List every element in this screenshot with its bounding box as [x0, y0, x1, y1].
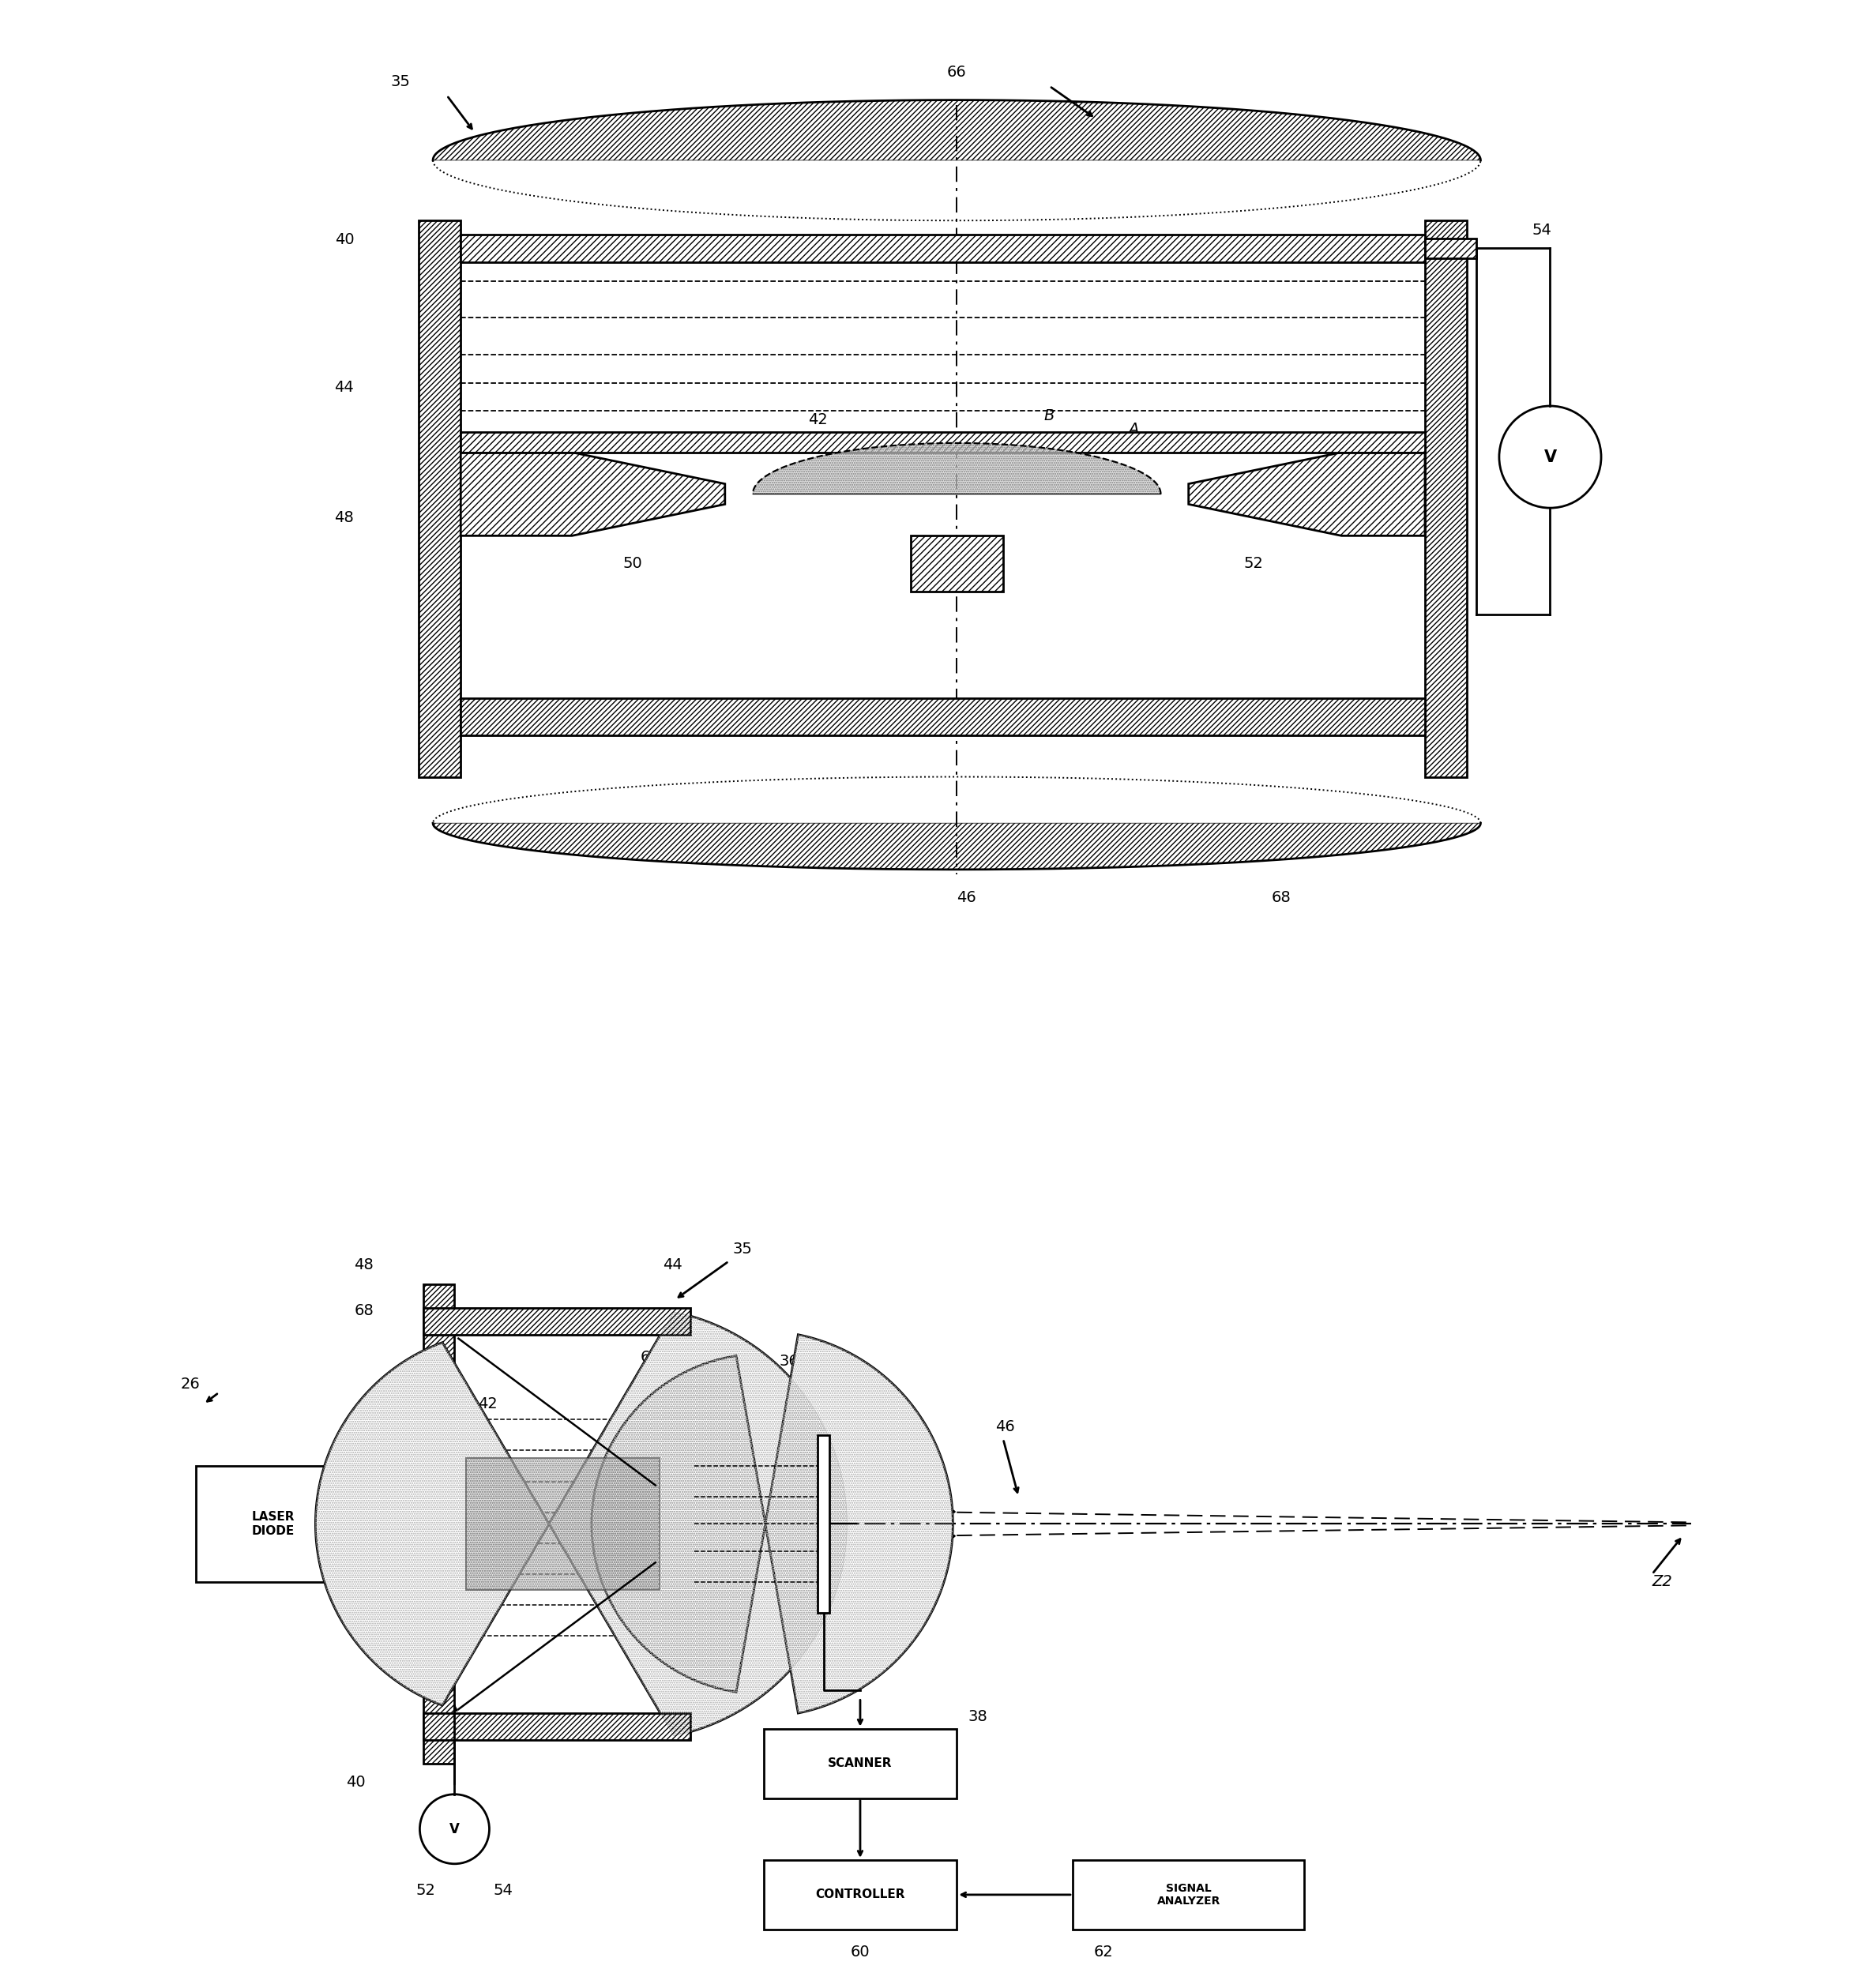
Bar — [910, 535, 1004, 590]
Text: SIGNAL
ANALYZER: SIGNAL ANALYZER — [1157, 1883, 1219, 1906]
Bar — [418, 221, 461, 777]
Bar — [424, 1714, 690, 1740]
Text: 40: 40 — [334, 233, 355, 247]
Text: 26: 26 — [180, 1378, 201, 1392]
Text: 52: 52 — [1244, 557, 1263, 571]
Text: 46: 46 — [957, 891, 976, 905]
Text: V: V — [450, 1821, 460, 1837]
Polygon shape — [1189, 453, 1426, 535]
Text: 44: 44 — [662, 1256, 683, 1272]
Bar — [910, 535, 1004, 590]
Text: 35: 35 — [390, 74, 411, 89]
Polygon shape — [461, 453, 724, 535]
Bar — [662, 1334, 690, 1714]
Text: 38: 38 — [968, 1710, 989, 1724]
Bar — [764, 1730, 957, 1799]
Text: CONTROLLER: CONTROLLER — [816, 1889, 904, 1901]
Text: Z2: Z2 — [1653, 1574, 1673, 1588]
Bar — [424, 1308, 690, 1334]
Polygon shape — [752, 443, 1161, 495]
Text: LASER
DIODE: LASER DIODE — [251, 1511, 295, 1537]
Text: 48: 48 — [355, 1256, 373, 1272]
Polygon shape — [433, 823, 1480, 869]
Text: 50: 50 — [623, 557, 642, 571]
Bar — [461, 431, 1426, 453]
Text: SCANNER: SCANNER — [827, 1757, 893, 1769]
Text: 48: 48 — [334, 511, 355, 525]
Polygon shape — [315, 1312, 848, 1736]
Text: 52: 52 — [416, 1883, 435, 1899]
Text: 68: 68 — [1272, 891, 1291, 905]
Text: 66: 66 — [640, 1350, 660, 1366]
Text: V: V — [1544, 449, 1557, 465]
Text: 46: 46 — [996, 1419, 1015, 1433]
Bar — [461, 235, 1426, 262]
Bar — [424, 1714, 690, 1740]
Bar — [662, 1334, 690, 1714]
Bar — [424, 1308, 690, 1334]
Bar — [1073, 1861, 1304, 1930]
Text: 42: 42 — [809, 414, 827, 427]
Polygon shape — [465, 1459, 658, 1590]
Bar — [1426, 221, 1467, 777]
Text: 35: 35 — [734, 1242, 752, 1256]
Bar — [424, 1284, 454, 1763]
Bar — [418, 221, 461, 777]
Text: 54: 54 — [493, 1883, 512, 1899]
Text: 66: 66 — [947, 66, 966, 80]
Polygon shape — [433, 99, 1480, 161]
Text: 62: 62 — [1094, 1944, 1112, 1960]
Text: 68: 68 — [355, 1304, 373, 1318]
Text: B: B — [1045, 408, 1054, 423]
Text: A: A — [1127, 421, 1139, 437]
Text: 44: 44 — [334, 380, 355, 396]
Text: 42: 42 — [478, 1396, 497, 1411]
Bar — [461, 235, 1426, 262]
Bar — [461, 698, 1426, 736]
Text: Z1: Z1 — [837, 1632, 857, 1646]
Text: 60: 60 — [850, 1944, 870, 1960]
Bar — [1426, 239, 1476, 258]
Bar — [764, 1861, 957, 1930]
Text: 54: 54 — [1531, 223, 1551, 239]
Bar — [818, 1435, 829, 1612]
Bar — [1426, 221, 1467, 777]
Polygon shape — [591, 1334, 953, 1714]
Bar — [1426, 239, 1476, 258]
Bar — [461, 698, 1426, 736]
Bar — [424, 1284, 454, 1763]
Bar — [195, 1465, 351, 1582]
Text: 36: 36 — [779, 1354, 799, 1368]
Bar — [461, 431, 1426, 453]
Text: 40: 40 — [347, 1775, 366, 1789]
